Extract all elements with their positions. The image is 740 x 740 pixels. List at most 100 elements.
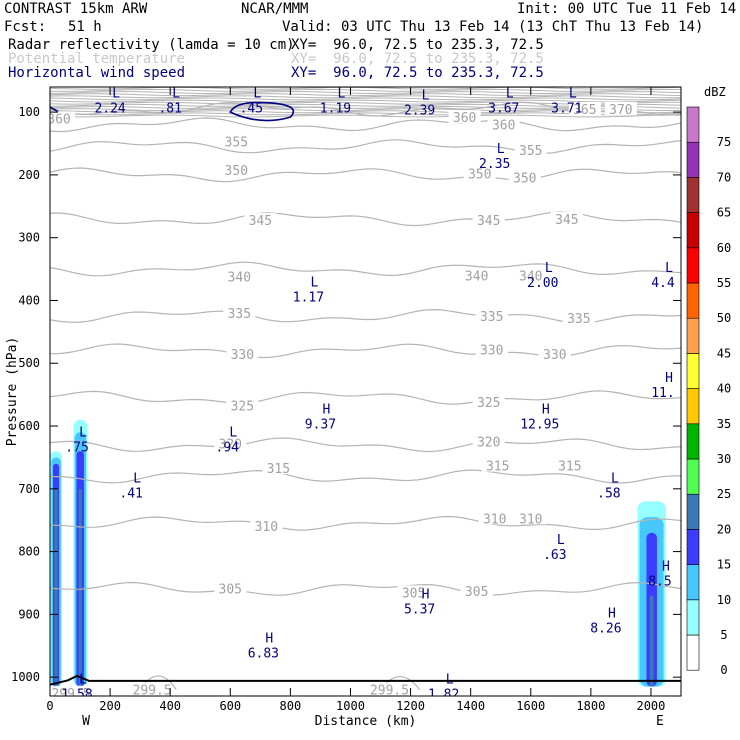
- theta-label-bg: [508, 170, 541, 184]
- theta-label-bg: [448, 110, 481, 124]
- extremum-value: 1.58: [61, 687, 92, 702]
- theta-label-bg: [463, 166, 496, 180]
- reflectivity-cell: [54, 488, 58, 687]
- theta-label-bg: [223, 306, 256, 320]
- dbz-level-label: 10: [717, 593, 731, 607]
- theta-label: 299.5: [133, 684, 172, 699]
- dbz-swatch-20: [686, 493, 700, 530]
- theta-contour-330: [50, 343, 681, 359]
- theta-label: 355: [225, 136, 248, 151]
- dbz-level-label: 75: [717, 135, 731, 149]
- theta-label-bg: [262, 461, 295, 475]
- extremum-value: 9.37: [305, 417, 336, 432]
- x-tick-label: 400: [159, 699, 181, 713]
- theta-contour-350: [50, 167, 681, 183]
- theta-label: 340: [228, 271, 251, 286]
- extremum-type: L: [253, 87, 261, 102]
- theta-contour-310: [50, 515, 681, 531]
- extremum-value: 1.82: [428, 687, 459, 702]
- theta-label: 315: [558, 460, 581, 475]
- dbz-level-label: 45: [717, 346, 731, 360]
- theta-label: 305: [465, 585, 488, 600]
- theta-contour-upper: [50, 99, 681, 103]
- extremum-value: 3.67: [488, 102, 519, 117]
- theta-label-bg: [220, 134, 253, 148]
- theta-label: 330: [231, 348, 254, 363]
- x-tick-label: 1400: [456, 699, 485, 713]
- theta-label: 360: [492, 119, 515, 134]
- extremum-value: .58: [597, 487, 620, 502]
- dbz-level-label: 50: [717, 311, 731, 325]
- theta-label: 360: [47, 112, 70, 127]
- dbz-level-label: 55: [717, 276, 731, 290]
- theta-label-bg: [460, 584, 493, 598]
- theta-contour-360: [50, 117, 681, 133]
- y-tick-label: 700: [18, 482, 40, 496]
- extremum-value: 2.24: [94, 102, 125, 117]
- terrain-line: [50, 674, 681, 686]
- extremum-value: 11.: [651, 386, 674, 401]
- dbz-level-label: 15: [717, 558, 731, 572]
- theta-label: 320: [477, 436, 500, 451]
- reflectivity-cell: [649, 595, 654, 687]
- dbz-level-label: 35: [717, 417, 731, 431]
- field-theta-name: Potential temperature: [8, 51, 186, 67]
- theta-label: 325: [231, 399, 254, 414]
- extremum-value: 8.5: [648, 574, 671, 589]
- theta-contour-305: [50, 581, 681, 596]
- dbz-swatch-10: [686, 564, 700, 601]
- theta-label-bg: [214, 436, 247, 450]
- theta-label-bg: [487, 117, 520, 131]
- extremum-type: L: [506, 87, 514, 102]
- extremum-value: .81: [158, 102, 181, 117]
- extremum-value: 8.26: [590, 622, 621, 637]
- dbz-swatch-50: [686, 282, 700, 319]
- theta-label: 310: [519, 512, 542, 527]
- theta-label-bg: [55, 685, 88, 696]
- theta-label: 345: [249, 214, 272, 229]
- theta-label: 350: [513, 171, 536, 186]
- extremum-type: L: [79, 426, 87, 441]
- dbz-swatch-25: [686, 458, 700, 495]
- field-wind-xy: XY= 96.0, 72.5 to 235.3, 72.5: [291, 65, 544, 81]
- extremum-type: H: [265, 632, 273, 647]
- dbz-level-label: 30: [717, 452, 731, 466]
- axes: 100 200 300 400 500 600 700 800 900 1000 0 200 400 60…: [5, 87, 681, 729]
- extremum-type: L: [338, 87, 346, 102]
- terrain: [50, 674, 681, 686]
- theta-label: 299.5: [51, 687, 90, 702]
- theta-label-bg: [562, 311, 595, 325]
- theta-label-bg: [472, 434, 505, 448]
- y-tick-label: 300: [18, 231, 40, 245]
- extremum-type: L: [79, 672, 87, 687]
- init-time: Init: 00 UTC Tue 11 Feb 14: [517, 1, 737, 17]
- theta-label-bg: [538, 346, 571, 360]
- field-wind-name: Horizontal wind speed: [8, 65, 186, 81]
- theta-label: 360: [453, 111, 476, 126]
- west-label: W: [82, 714, 90, 729]
- theta-label: 320: [219, 438, 242, 453]
- extremum-type: H: [608, 607, 616, 622]
- theta-contour-355: [50, 139, 681, 154]
- theta-label: 325: [477, 396, 500, 411]
- extremum-type: L: [557, 533, 565, 548]
- theta-label-bg: [250, 518, 283, 532]
- extremum-value: 2.39: [404, 104, 435, 119]
- theta-label: 370: [609, 103, 632, 118]
- theta-label: 299.5: [370, 684, 409, 699]
- y-axis-label: Pressure (hPa): [5, 337, 20, 447]
- theta-label-bg: [220, 162, 253, 176]
- theta-label-bg: [478, 511, 511, 525]
- theta-label-bg: [50, 111, 76, 125]
- y-tick-label: 900: [18, 607, 40, 621]
- extremum-type: L: [446, 672, 454, 687]
- extremum-type: H: [542, 402, 550, 417]
- theta-label-bg: [226, 346, 259, 360]
- dbz-level-label: 40: [717, 382, 731, 396]
- extremum-type: H: [422, 588, 430, 603]
- wind-contour: [229, 101, 295, 122]
- theta-label-bg: [223, 269, 256, 283]
- y-tick-label: 400: [18, 293, 40, 307]
- theta-label: 350: [225, 164, 248, 179]
